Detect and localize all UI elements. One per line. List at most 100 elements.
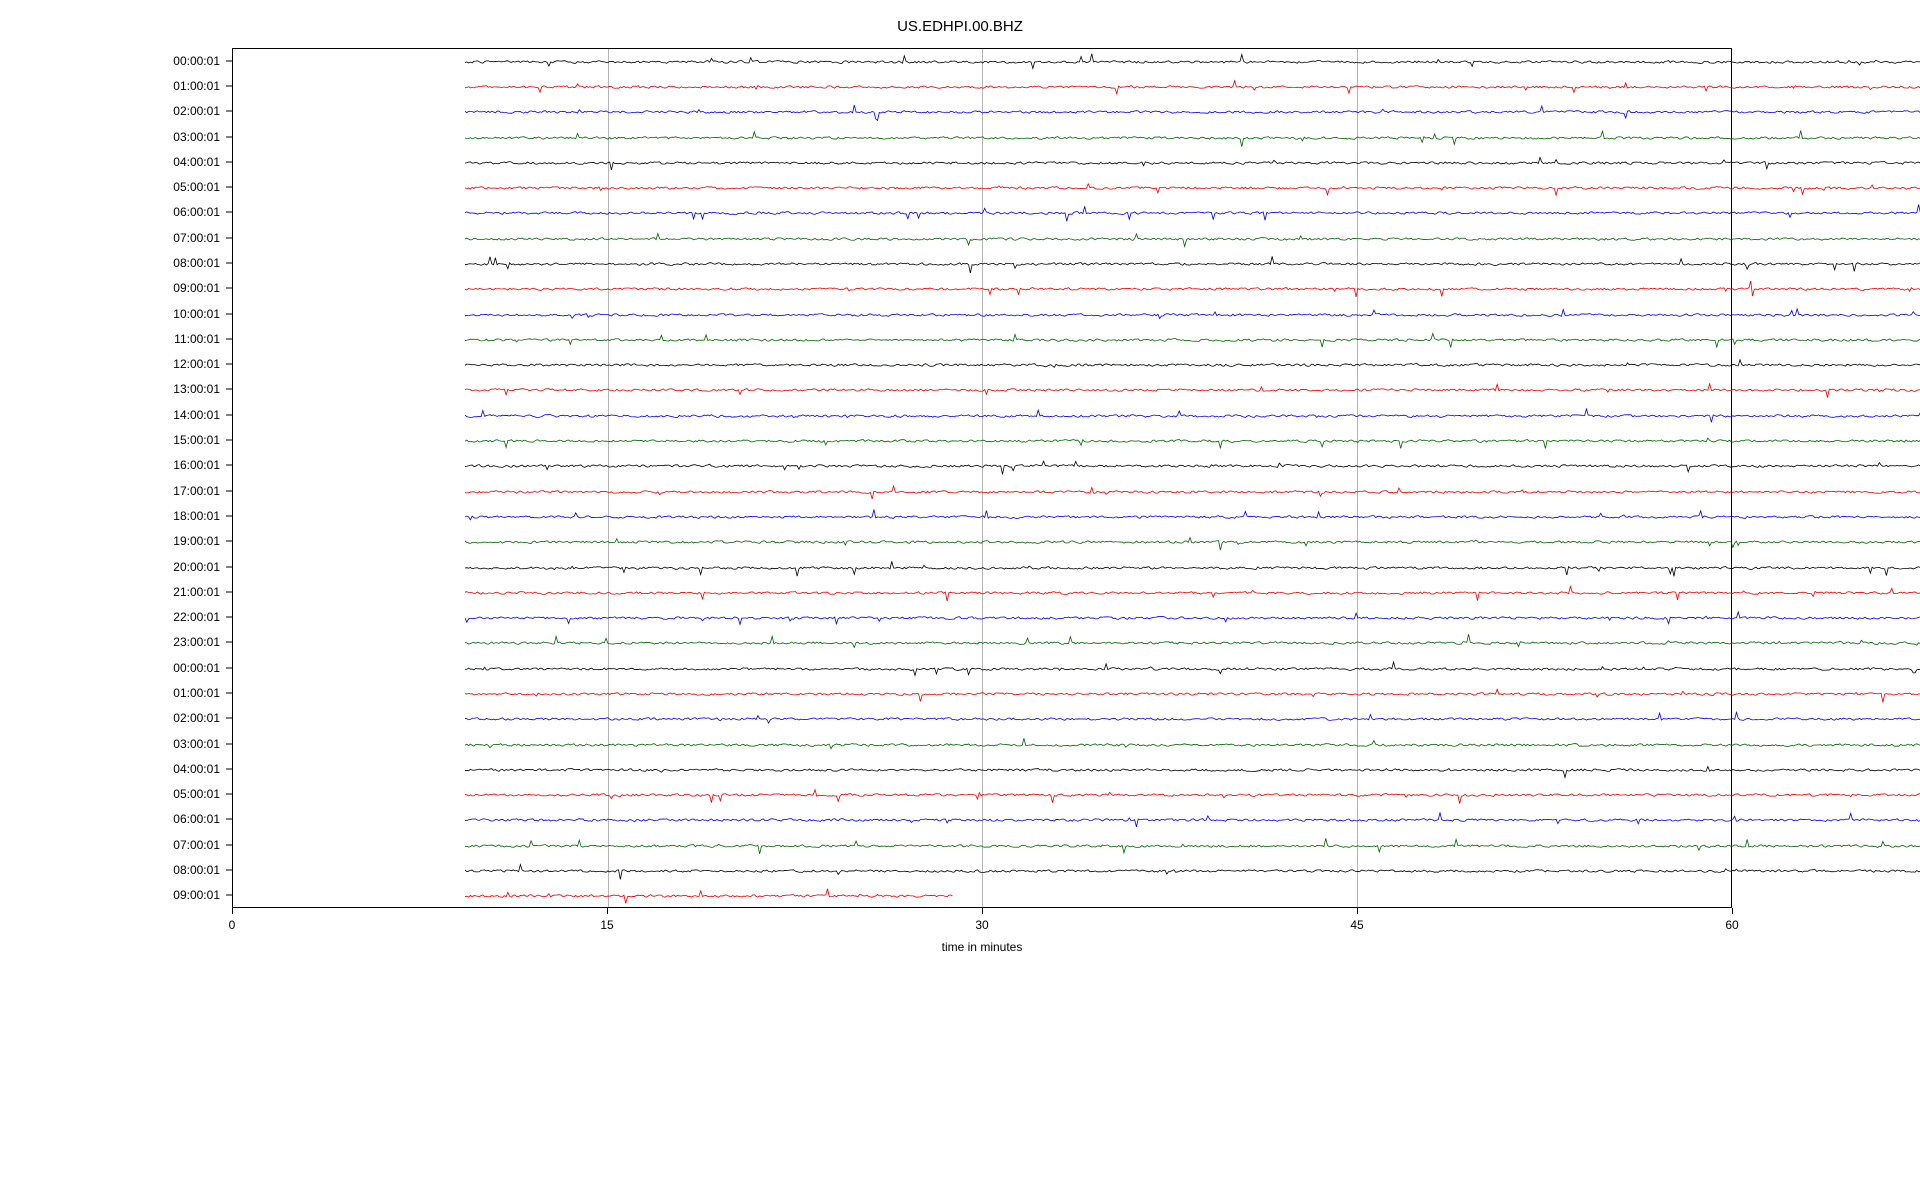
row-time-label-30: 06:00:01 bbox=[0, 812, 220, 826]
waveform-path-20 bbox=[465, 561, 1920, 576]
row-time-label-25: 01:00:01 bbox=[0, 686, 220, 700]
xaxis-tick-30 bbox=[982, 908, 983, 914]
row-tick-3 bbox=[226, 136, 232, 137]
row-tick-7 bbox=[226, 237, 232, 238]
row-time-label-22: 22:00:01 bbox=[0, 610, 220, 624]
row-time-label-1: 01:00:01 bbox=[0, 79, 220, 93]
row-tick-13 bbox=[226, 389, 232, 390]
row-tick-1 bbox=[226, 85, 232, 86]
waveform-path-31 bbox=[465, 838, 1920, 854]
trace-row-28 bbox=[465, 757, 1920, 782]
row-time-label-8: 08:00:01 bbox=[0, 256, 220, 270]
row-tick-10 bbox=[226, 313, 232, 314]
waveform-path-23 bbox=[465, 635, 1920, 648]
trace-row-11 bbox=[465, 327, 1920, 352]
plot-area bbox=[232, 48, 1732, 908]
row-tick-27 bbox=[226, 743, 232, 744]
row-time-label-14: 14:00:01 bbox=[0, 408, 220, 422]
waveform-path-17 bbox=[465, 486, 1920, 499]
trace-row-0 bbox=[465, 49, 1920, 74]
waveform-path-18 bbox=[465, 509, 1920, 519]
row-tick-25 bbox=[226, 693, 232, 694]
row-tick-12 bbox=[226, 364, 232, 365]
trace-row-9 bbox=[465, 277, 1920, 302]
waveform-path-6 bbox=[465, 205, 1920, 222]
waveform-path-30 bbox=[465, 813, 1920, 827]
row-time-label-6: 06:00:01 bbox=[0, 205, 220, 219]
trace-row-33 bbox=[465, 884, 1920, 909]
waveform-path-25 bbox=[465, 689, 1920, 702]
trace-row-4 bbox=[465, 150, 1920, 175]
trace-row-32 bbox=[465, 859, 1920, 884]
waveform-path-28 bbox=[465, 766, 1920, 777]
xaxis-tick-15 bbox=[607, 908, 608, 914]
trace-row-18 bbox=[465, 504, 1920, 529]
row-tick-15 bbox=[226, 440, 232, 441]
row-time-label-10: 10:00:01 bbox=[0, 307, 220, 321]
waveform-path-11 bbox=[465, 333, 1920, 347]
row-tick-4 bbox=[226, 161, 232, 162]
waveform-path-3 bbox=[465, 130, 1920, 146]
row-time-label-2: 02:00:01 bbox=[0, 104, 220, 118]
waveform-path-21 bbox=[465, 586, 1920, 601]
waveform-path-4 bbox=[465, 157, 1920, 169]
waveform-path-1 bbox=[465, 81, 1920, 94]
row-tick-32 bbox=[226, 870, 232, 871]
row-tick-22 bbox=[226, 617, 232, 618]
xaxis-tick-0 bbox=[232, 908, 233, 914]
row-tick-23 bbox=[226, 642, 232, 643]
waveform-path-2 bbox=[465, 105, 1920, 120]
trace-row-30 bbox=[465, 808, 1920, 833]
waveform-path-33 bbox=[465, 889, 953, 904]
trace-row-3 bbox=[465, 125, 1920, 150]
waveform-path-29 bbox=[465, 790, 1920, 804]
row-tick-17 bbox=[226, 490, 232, 491]
trace-row-17 bbox=[465, 479, 1920, 504]
row-tick-9 bbox=[226, 288, 232, 289]
row-tick-31 bbox=[226, 844, 232, 845]
row-tick-8 bbox=[226, 263, 232, 264]
xaxis-label-0: 0 bbox=[229, 918, 236, 932]
row-time-label-33: 09:00:01 bbox=[0, 888, 220, 902]
trace-row-5 bbox=[465, 176, 1920, 201]
row-time-label-24: 00:00:01 bbox=[0, 661, 220, 675]
xaxis-title-label: time in minutes bbox=[232, 940, 1732, 954]
row-tick-18 bbox=[226, 515, 232, 516]
row-time-label-19: 19:00:01 bbox=[0, 534, 220, 548]
row-time-label-28: 04:00:01 bbox=[0, 762, 220, 776]
row-time-label-12: 12:00:01 bbox=[0, 357, 220, 371]
row-time-label-26: 02:00:01 bbox=[0, 711, 220, 725]
waveform-path-0 bbox=[465, 53, 1920, 68]
waveform-path-26 bbox=[465, 713, 1920, 724]
row-tick-14 bbox=[226, 414, 232, 415]
row-time-label-9: 09:00:01 bbox=[0, 281, 220, 295]
row-tick-11 bbox=[226, 338, 232, 339]
trace-row-22 bbox=[465, 606, 1920, 631]
row-time-label-29: 05:00:01 bbox=[0, 787, 220, 801]
row-time-label-15: 15:00:01 bbox=[0, 433, 220, 447]
xaxis-label-45: 45 bbox=[1350, 918, 1363, 932]
trace-row-19 bbox=[465, 530, 1920, 555]
row-time-label-3: 03:00:01 bbox=[0, 130, 220, 144]
row-time-label-17: 17:00:01 bbox=[0, 484, 220, 498]
row-tick-20 bbox=[226, 566, 232, 567]
waveform-path-24 bbox=[465, 662, 1920, 675]
row-tick-30 bbox=[226, 819, 232, 820]
row-tick-26 bbox=[226, 718, 232, 719]
row-tick-0 bbox=[226, 60, 232, 61]
row-time-label-31: 07:00:01 bbox=[0, 838, 220, 852]
row-tick-24 bbox=[226, 667, 232, 668]
row-tick-21 bbox=[226, 591, 232, 592]
waveform-path-10 bbox=[465, 308, 1920, 318]
waveform-path-13 bbox=[465, 384, 1920, 398]
row-tick-6 bbox=[226, 212, 232, 213]
row-time-label-16: 16:00:01 bbox=[0, 458, 220, 472]
trace-row-24 bbox=[465, 656, 1920, 681]
row-time-label-4: 04:00:01 bbox=[0, 155, 220, 169]
trace-row-13 bbox=[465, 378, 1920, 403]
trace-row-16 bbox=[465, 454, 1920, 479]
row-tick-5 bbox=[226, 187, 232, 188]
row-time-label-21: 21:00:01 bbox=[0, 585, 220, 599]
waveform-path-7 bbox=[465, 233, 1920, 246]
row-tick-2 bbox=[226, 111, 232, 112]
